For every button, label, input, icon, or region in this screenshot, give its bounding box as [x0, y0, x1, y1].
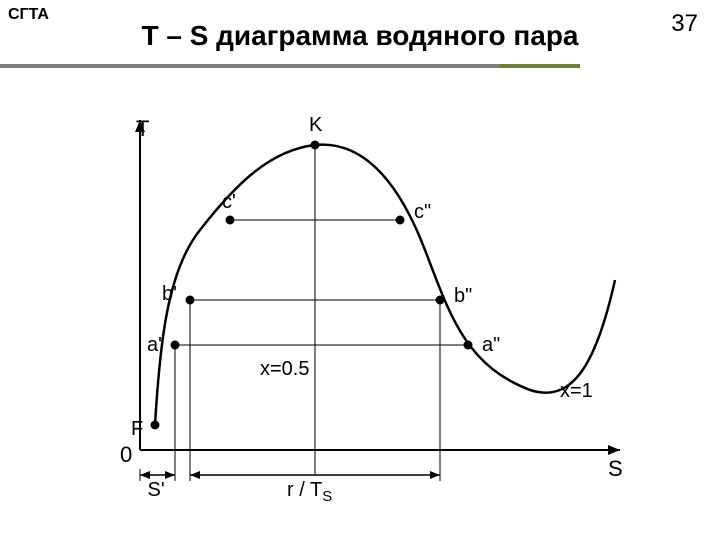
svg-text:c": c" — [414, 201, 431, 223]
title-rule-grey — [0, 64, 500, 68]
r-over-ts-label: r / TS — [287, 479, 332, 505]
svg-text:c': c' — [222, 191, 236, 213]
x-axis-label: S — [608, 456, 623, 482]
svg-text:b": b" — [454, 285, 472, 307]
ts-diagram: Fa'b'c'Kc"b"a" T S 0 x=0.5 x=1 S' r / TS — [60, 90, 640, 490]
svg-text:a": a" — [482, 334, 500, 356]
x-half-label: x=0.5 — [260, 358, 309, 381]
s-prime-label: S' — [148, 479, 165, 502]
origin-label: 0 — [120, 442, 132, 468]
slide: СГТА 37 T – S диаграмма водяного пара Fa… — [0, 0, 720, 540]
x-one-label: x=1 — [560, 380, 593, 403]
svg-text:a': a' — [147, 334, 162, 356]
diagram-svg: Fa' b' c' Kc" b" a" — [60, 90, 640, 490]
page-title: T – S диаграмма водяного пара — [0, 20, 720, 52]
svg-text:K: K — [309, 114, 323, 136]
title-rule-green — [500, 64, 580, 68]
svg-text:F: F — [131, 418, 143, 440]
y-axis-label: T — [136, 116, 149, 142]
svg-text:b': b' — [162, 283, 177, 305]
